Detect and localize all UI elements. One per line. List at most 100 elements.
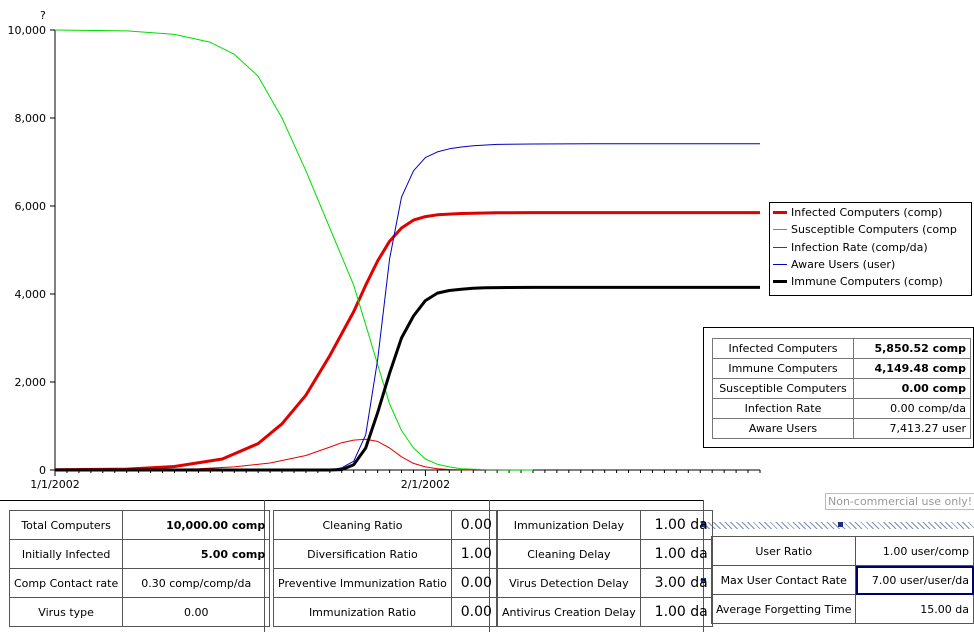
result-name: Infected Computers: [712, 338, 854, 359]
table-row: Average Forgetting Time 15.00 da: [710, 594, 974, 624]
virus-detection-delay-field[interactable]: 3.00 da: [639, 568, 713, 598]
result-name: Aware Users: [712, 418, 854, 439]
total-computers-field[interactable]: 10,000.00 comp: [122, 510, 271, 540]
table-row: Infected Computers 5,850.52 comp: [712, 338, 971, 359]
parameter-label: Comp Contact rate: [8, 568, 124, 598]
legend-label: Susceptible Computers (comp: [791, 223, 957, 237]
parameter-label: Virus type: [8, 597, 124, 627]
parameter-label: Immunization Delay: [497, 510, 641, 540]
legend-label: Aware Users (user): [791, 258, 896, 272]
parameter-label: Antivirus Creation Delay: [497, 597, 641, 627]
parameter-label: Diversification Ratio: [273, 539, 452, 569]
legend-item-infected-computers: Infected Computers (comp): [773, 204, 971, 221]
table-row: Virus type 0.00: [8, 597, 271, 627]
resize-handle[interactable]: [838, 522, 843, 527]
parameter-label: Immunization Ratio: [273, 597, 452, 627]
table-row: Initially Infected 5.00 comp: [8, 539, 271, 569]
parameter-label: Average Forgetting Time: [710, 594, 857, 624]
y-tick-label: 2,000: [15, 376, 47, 389]
parameter-panel-users: User Ratio 1.00 user/comp Max User Conta…: [710, 536, 974, 624]
diversification-ratio-field[interactable]: 1.00: [450, 539, 497, 569]
result-name: Susceptible Computers: [712, 378, 854, 399]
results-table-panel: Infected Computers 5,850.52 comp Immune …: [703, 327, 974, 448]
series-line-2: [54, 438, 474, 471]
antivirus-creation-delay-field[interactable]: 1.00 da: [639, 597, 713, 627]
results-table: Infected Computers 5,850.52 comp Immune …: [712, 338, 971, 439]
y-tick-label: 0: [39, 464, 46, 477]
table-row: Antivirus Creation Delay 1.00 da: [497, 597, 713, 627]
legend-item-infection-rate: Infection Rate (comp/da): [773, 239, 971, 256]
chart-legend: Infected Computers (comp) Susceptible Co…: [769, 202, 972, 296]
series-line-1: [54, 29, 534, 471]
table-row: Immune Computers 4,149.48 comp: [712, 358, 971, 379]
table-row: Cleaning Delay 1.00 da: [497, 539, 713, 569]
table-row: User Ratio 1.00 user/comp: [710, 536, 974, 566]
result-name: Immune Computers: [712, 358, 854, 379]
table-row: Preventive Immunization Ratio 0.00: [273, 568, 497, 598]
series-lines: [54, 29, 760, 472]
parameter-label: Total Computers: [8, 510, 124, 540]
parameter-label: User Ratio: [710, 536, 857, 566]
parameter-panel-delays: Immunization Delay 1.00 da Cleaning Dela…: [497, 510, 713, 627]
y-tick-label: 8,000: [15, 112, 47, 125]
result-value: 4,149.48 comp: [853, 358, 971, 379]
table-row: Cleaning Ratio 0.00: [273, 510, 497, 540]
parameter-label: Preventive Immunization Ratio: [273, 568, 452, 598]
legend-label: Immune Computers (comp): [791, 275, 943, 289]
line-chart: ? 10,000 8,000 6,000 4,000 2,000 0 1/1/2002 2/…: [8, 9, 761, 491]
series-line-4: [55, 285, 760, 472]
legend-item-susceptible-computers: Susceptible Computers (comp: [773, 221, 971, 238]
average-forgetting-time-field[interactable]: 15.00 da: [855, 594, 974, 624]
table-row: Total Computers 10,000.00 comp: [8, 510, 271, 540]
parameter-label: Virus Detection Delay: [497, 568, 641, 598]
legend-swatch: [773, 211, 787, 215]
initially-infected-field[interactable]: 5.00 comp: [122, 539, 271, 569]
table-row: Immunization Ratio 0.00: [273, 597, 497, 627]
parameter-label: Initially Infected: [8, 539, 124, 569]
preventive-immunization-ratio-field[interactable]: 0.00: [450, 568, 497, 598]
table-row: Comp Contact rate 0.30 comp/comp/da: [8, 568, 271, 598]
y-tick-label: 6,000: [15, 200, 47, 213]
parameter-label: Cleaning Ratio: [273, 510, 452, 540]
y-tick-label: 4,000: [15, 288, 47, 301]
legend-item-immune-computers: Immune Computers (comp): [773, 273, 971, 290]
parameter-panel-computers: Total Computers 10,000.00 comp Initially…: [8, 510, 271, 627]
immunization-delay-field[interactable]: 1.00 da: [639, 510, 713, 540]
table-row: Infection Rate 0.00 comp/da: [712, 398, 971, 419]
legend-swatch: [773, 246, 787, 248]
series-line-3: [55, 143, 760, 471]
y-tick-label: 10,000: [8, 24, 47, 37]
result-value: 7,413.27 user: [853, 418, 971, 439]
table-row: Diversification Ratio 1.00: [273, 539, 497, 569]
watermark: Non-commercial use only!: [825, 493, 974, 510]
immunization-ratio-field[interactable]: 0.00: [450, 597, 497, 627]
cleaning-ratio-field[interactable]: 0.00: [450, 510, 497, 540]
legend-label: Infection Rate (comp/da): [791, 240, 928, 254]
parameter-label: Cleaning Delay: [497, 539, 641, 569]
result-value: 0.00 comp: [853, 378, 971, 399]
cleaning-delay-field[interactable]: 1.00 da: [639, 539, 713, 569]
result-value: 5,850.52 comp: [853, 338, 971, 359]
max-user-contact-rate-field[interactable]: 7.00 user/user/da: [855, 565, 974, 595]
chart-axes: [54, 30, 760, 471]
result-name: Infection Rate: [712, 398, 854, 419]
y-tick-labels: 10,000 8,000 6,000 4,000 2,000 0: [8, 24, 55, 477]
table-row: Susceptible Computers 0.00 comp: [712, 378, 971, 399]
user-ratio-field[interactable]: 1.00 user/comp: [855, 536, 974, 566]
table-row: Virus Detection Delay 3.00 da: [497, 568, 713, 598]
legend-swatch: [773, 264, 787, 266]
parameter-panel-ratios: Cleaning Ratio 0.00 Diversification Rati…: [273, 510, 497, 627]
legend-swatch: [773, 229, 787, 231]
comp-contact-rate-field[interactable]: 0.30 comp/comp/da: [122, 568, 271, 598]
x-tick-labels: 1/1/2002 2/1/2002: [30, 470, 761, 491]
result-value: 0.00 comp/da: [853, 398, 971, 419]
table-row: Immunization Delay 1.00 da: [497, 510, 713, 540]
x-tick-label: 1/1/2002: [30, 478, 79, 491]
table-row: Max User Contact Rate 7.00 user/user/da: [710, 565, 974, 595]
legend-item-aware-users: Aware Users (user): [773, 256, 971, 273]
virus-type-field[interactable]: 0.00: [122, 597, 271, 627]
legend-label: Infected Computers (comp): [791, 206, 943, 220]
table-row: Aware Users 7,413.27 user: [712, 418, 971, 439]
y-axis-unit-label: ?: [40, 9, 46, 22]
series-line-0: [54, 211, 760, 472]
